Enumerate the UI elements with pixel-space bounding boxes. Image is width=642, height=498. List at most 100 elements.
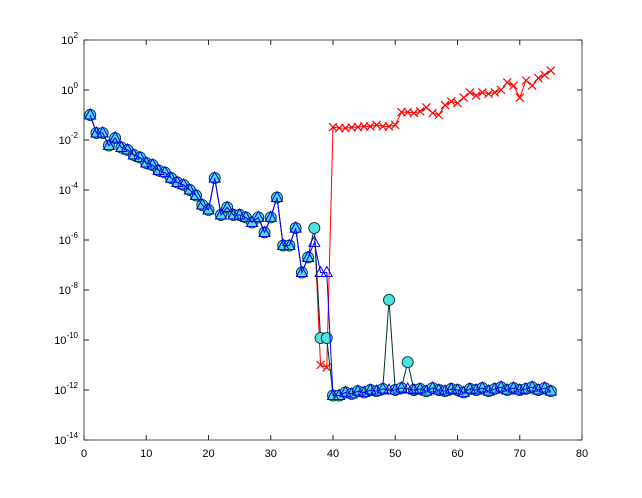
marker-triangle (457, 385, 471, 397)
marker-triangle (258, 225, 271, 237)
marker-triangle (220, 200, 234, 212)
marker-triangle (227, 207, 240, 220)
marker-triangle (525, 380, 539, 392)
marker-x (359, 121, 369, 131)
marker-circle (401, 356, 414, 369)
marker-x (334, 123, 344, 133)
y-tick-label: 102 (61, 31, 78, 47)
marker-triangle (432, 382, 446, 395)
marker-triangle (158, 165, 172, 178)
marker-triangle (395, 380, 408, 393)
marker-triangle (283, 238, 296, 251)
x-tick-label: 70 (514, 448, 526, 460)
marker-triangle (339, 385, 352, 397)
plot-frame (83, 39, 583, 441)
marker-triangle (376, 381, 390, 394)
marker-triangle (251, 210, 265, 222)
marker-triangle (164, 171, 178, 183)
marker-triangle (171, 175, 184, 187)
x-tick-label: 40 (327, 448, 339, 460)
marker-triangle (239, 210, 253, 222)
marker-triangle (96, 125, 110, 138)
marker-x (465, 87, 475, 97)
marker-triangle (133, 150, 147, 162)
marker-triangle (108, 130, 122, 143)
marker-triangle (307, 235, 321, 247)
marker-triangle (139, 155, 153, 168)
marker-x (515, 93, 525, 102)
marker-triangle (351, 384, 365, 396)
marker-circle (383, 293, 395, 306)
marker-x (459, 93, 469, 102)
marker-x (434, 110, 444, 120)
marker-x (397, 107, 406, 117)
marker-triangle (214, 207, 228, 220)
marker-triangle (364, 382, 377, 395)
x-tick-label: 60 (451, 448, 463, 460)
marker-triangle (121, 142, 134, 155)
marker-triangle (538, 380, 551, 393)
marker-triangle (177, 177, 190, 190)
marker-triangle (476, 380, 489, 393)
marker-triangle (451, 382, 464, 395)
marker-triangle (90, 125, 103, 138)
marker-x (527, 81, 537, 91)
marker-triangle (189, 188, 203, 201)
marker-triangle (146, 157, 159, 170)
marker-triangle (345, 386, 359, 399)
marker-triangle (289, 221, 302, 233)
marker-x (521, 76, 531, 85)
marker-triangle (295, 265, 309, 278)
x-tick-label: 80 (576, 448, 588, 460)
x-tick-label: 30 (265, 448, 277, 460)
marker-triangle (401, 381, 415, 394)
marker-triangle (332, 388, 346, 401)
marker-x (428, 108, 438, 118)
x-tick-label: 0 (81, 448, 87, 460)
marker-triangle (494, 380, 508, 392)
y-tick-label: 10-12 (54, 381, 78, 397)
marker-triangle (208, 171, 222, 183)
y-tick-label: 10-14 (54, 431, 78, 447)
marker-triangle (444, 381, 458, 394)
marker-x (540, 70, 550, 80)
marker-x (390, 120, 400, 130)
x-tick-label: 10 (140, 448, 152, 460)
marker-circle (308, 222, 321, 235)
x-tick-label: 20 (202, 448, 214, 460)
marker-triangle (320, 265, 334, 278)
marker-triangle (115, 140, 128, 153)
marker-triangle (264, 210, 278, 222)
marker-x (378, 121, 388, 131)
marker-triangle (382, 382, 396, 395)
marker-triangle (420, 384, 433, 396)
y-tick-label: 10-10 (54, 331, 78, 347)
marker-triangle (183, 182, 197, 195)
marker-x (496, 85, 506, 95)
marker-x (471, 91, 481, 100)
y-tick-label: 10-2 (59, 131, 79, 147)
y-tick-label: 100 (61, 81, 78, 97)
marker-x (546, 66, 556, 75)
marker-x (440, 100, 450, 110)
marker-triangle (83, 107, 97, 120)
marker-x (316, 360, 325, 370)
marker-triangle (314, 265, 327, 278)
marker-triangle (270, 190, 284, 203)
y-tick-label: 10-4 (59, 181, 79, 197)
marker-x (415, 106, 425, 116)
marker-triangle (195, 198, 209, 210)
marker-x (502, 78, 512, 87)
x-tick-label: 50 (389, 448, 401, 460)
marker-triangle (127, 148, 141, 160)
marker-triangle (152, 163, 166, 176)
marker-x (534, 73, 543, 83)
marker-triangle (102, 138, 116, 151)
marker-x (490, 87, 500, 97)
marker-triangle (413, 381, 427, 394)
marker-triangle (326, 388, 340, 401)
marker-triangle (507, 380, 520, 393)
marker-x (509, 81, 518, 91)
marker-triangle (276, 238, 290, 251)
